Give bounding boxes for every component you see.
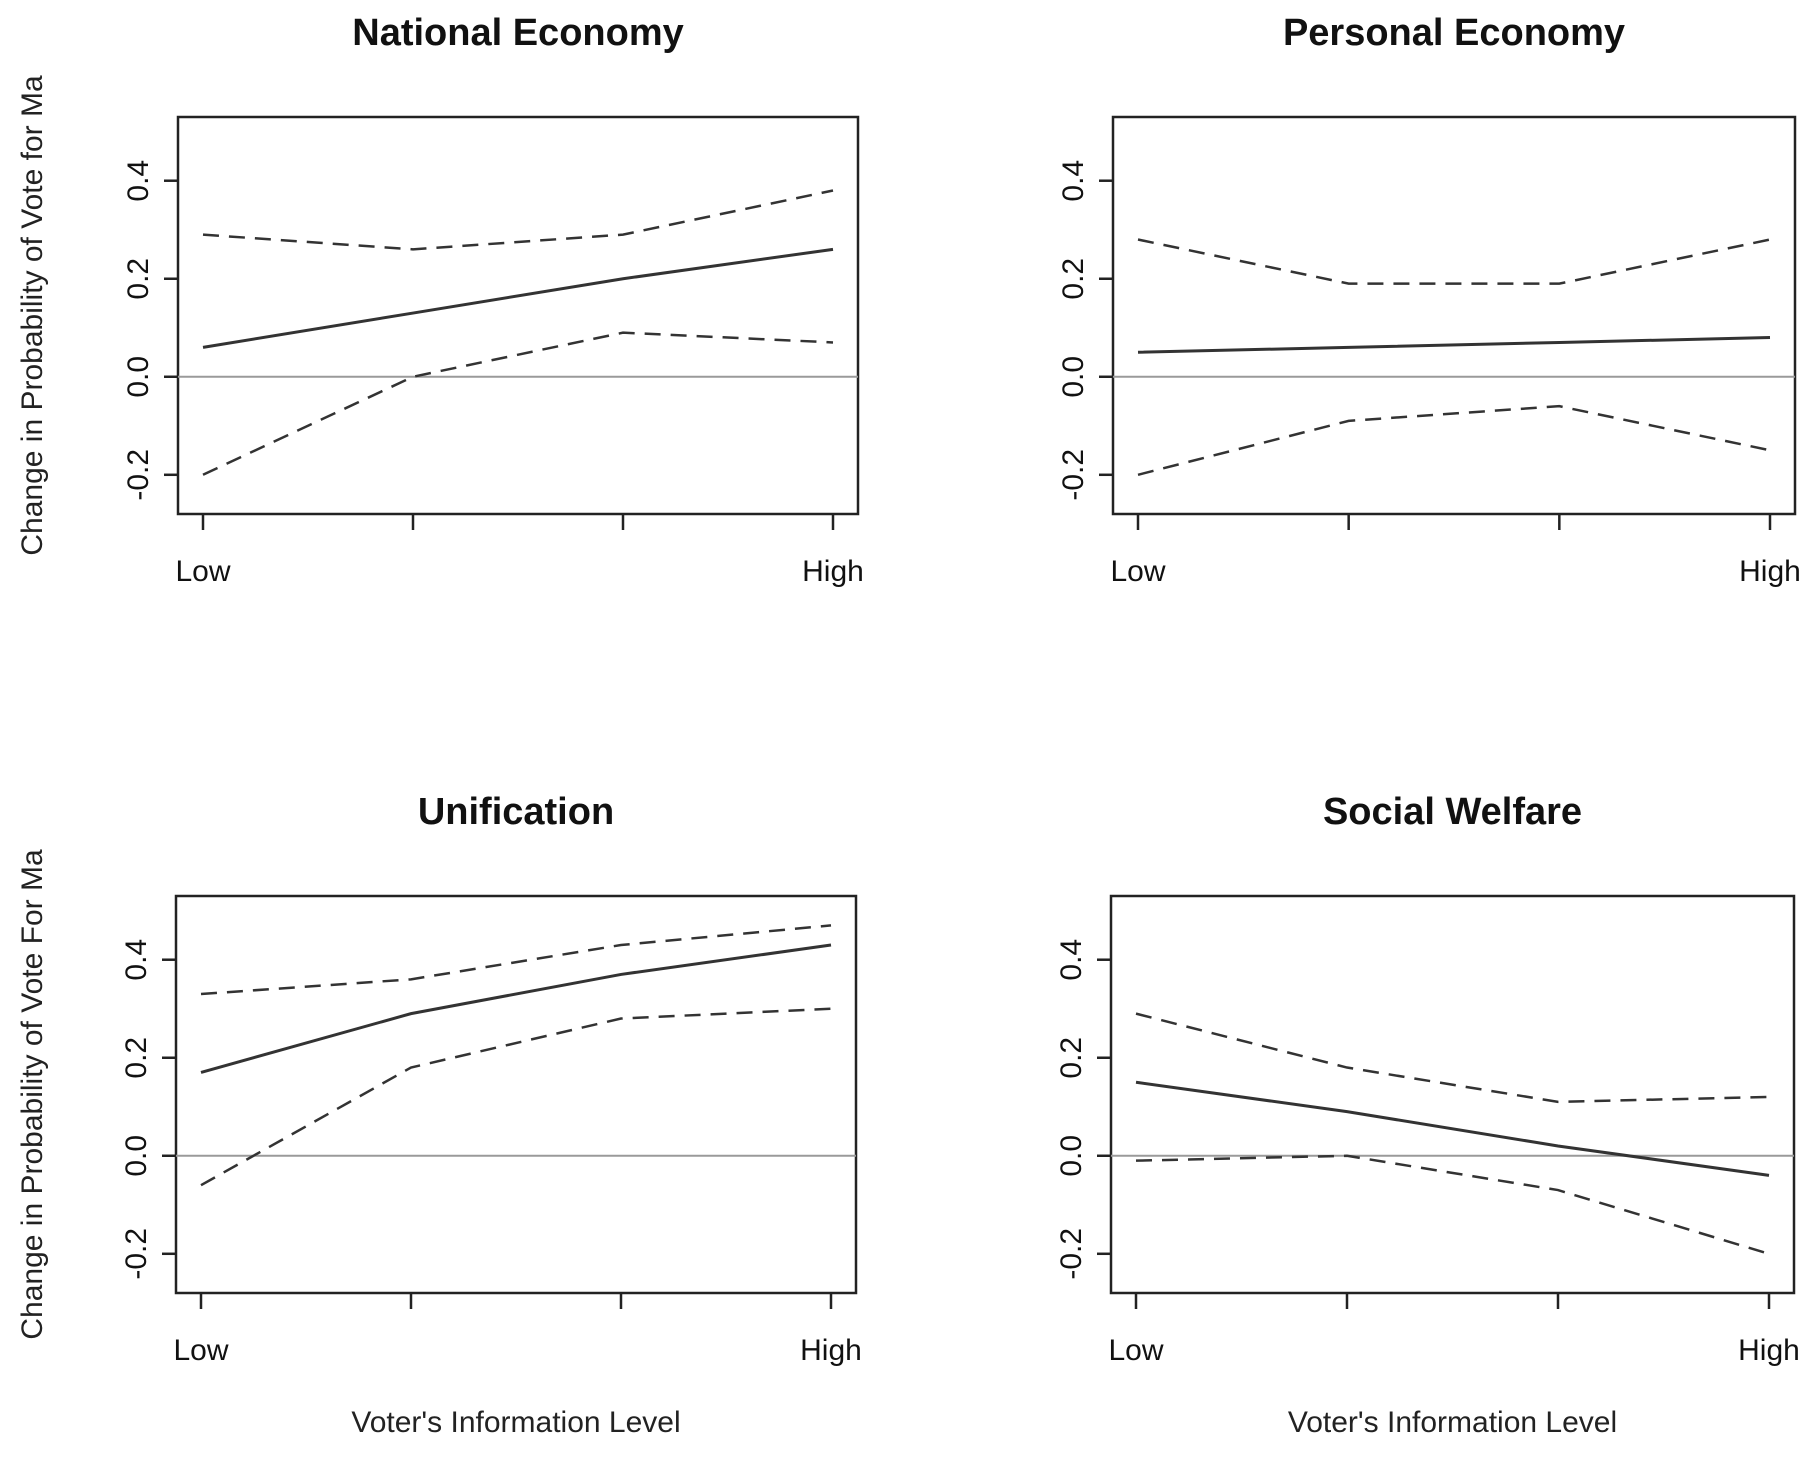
- panel-3: Unification -0.2 0.0 0.2 0.4 Low High Change in…: [16, 791, 862, 1439]
- panel-title: Unification: [418, 791, 614, 833]
- x-tick-label: Low: [173, 1334, 228, 1367]
- x-tick-label: Low: [175, 555, 230, 588]
- panel-title: National Economy: [352, 12, 684, 54]
- confidence-bound-line: [202, 189, 834, 251]
- y-tick-label: 0.2: [1055, 1037, 1088, 1079]
- y-tick-label: -0.2: [120, 1228, 153, 1280]
- y-tick-label: 0.2: [1057, 258, 1090, 300]
- y-tick-label: -0.2: [1057, 449, 1090, 501]
- confidence-bound-line: [200, 1007, 832, 1187]
- y-axis-label: Change in Probability of Vote For Ma: [16, 849, 49, 1340]
- estimate-line: [1137, 336, 1771, 354]
- plot-frame: [176, 115, 860, 516]
- y-tick-label: 0.0: [1057, 356, 1090, 398]
- x-tick-label: Low: [1108, 1334, 1163, 1367]
- x-tick-label: High: [802, 555, 864, 588]
- plot-frame: [1109, 894, 1796, 1295]
- y-tick-label: 0.2: [122, 258, 155, 300]
- panel-title: Social Welfare: [1323, 791, 1582, 833]
- x-axis-label: Voter's Information Level: [351, 1406, 680, 1439]
- confidence-bound-line: [1135, 1012, 1770, 1104]
- y-tick-label: -0.2: [122, 449, 155, 501]
- y-tick-label: 0.4: [1057, 160, 1090, 202]
- panel-4: Social Welfare -0.2 0.0 0.2 0.4 Low High Voter'…: [1055, 791, 1800, 1439]
- x-tick-label: High: [800, 1334, 862, 1367]
- confidence-bound-line: [202, 331, 834, 476]
- y-tick-label: -0.2: [1055, 1228, 1088, 1280]
- x-tick-label: High: [1738, 1334, 1800, 1367]
- y-tick-label: 0.2: [120, 1037, 153, 1079]
- confidence-bound-line: [1137, 238, 1771, 285]
- panel-2: Personal Economy -0.2 0.0 0.2 0.4 Low High: [1057, 12, 1801, 588]
- plot-frame: [174, 894, 858, 1295]
- estimate-line: [1135, 1080, 1770, 1177]
- y-axis-label: Change in Probability of Vote for Ma: [16, 75, 49, 556]
- confidence-bound-line: [200, 924, 832, 996]
- plot-frame: [1111, 115, 1797, 516]
- panel-1: National Economy -0.2 0.0 0.2 0.4 Low High Chan…: [16, 12, 864, 588]
- x-axis-label: Voter's Information Level: [1288, 1406, 1617, 1439]
- panel-title: Personal Economy: [1283, 12, 1625, 54]
- y-tick-label: 0.4: [122, 160, 155, 202]
- x-tick-label: Low: [1110, 555, 1165, 588]
- y-tick-label: 0.0: [1055, 1135, 1088, 1177]
- y-tick-label: 0.4: [120, 939, 153, 981]
- confidence-bound-line: [1135, 1154, 1770, 1255]
- estimate-line: [200, 943, 832, 1074]
- y-tick-label: 0.4: [1055, 939, 1088, 981]
- x-tick-label: High: [1739, 555, 1801, 588]
- y-tick-label: 0.0: [122, 356, 155, 398]
- y-tick-label: 0.0: [120, 1135, 153, 1177]
- estimate-line: [202, 247, 834, 349]
- confidence-bound-line: [1137, 404, 1771, 477]
